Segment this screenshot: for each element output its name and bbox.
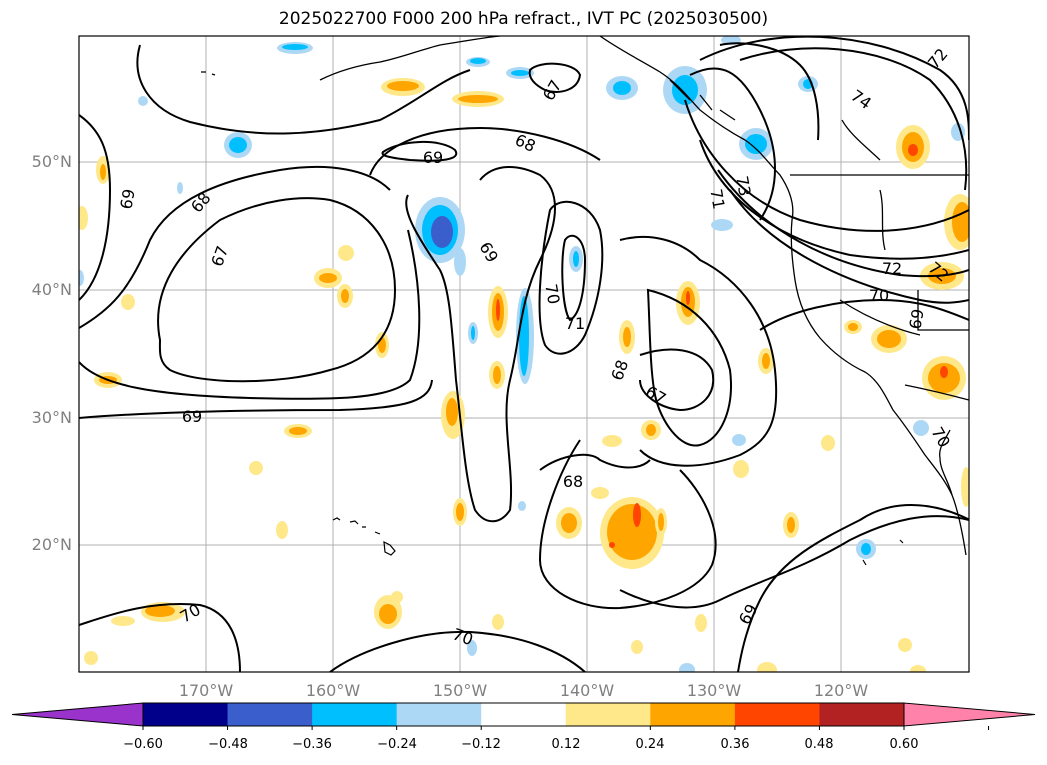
colorbar xyxy=(11,702,1036,730)
colorbar-tick-label: −0.24 xyxy=(377,737,417,752)
map-frame xyxy=(78,35,970,673)
lat-label-50n: 50°N xyxy=(31,152,72,171)
colorbar-extend-high xyxy=(903,702,1036,727)
contour-label: 70 xyxy=(541,282,563,305)
colorbar-tick-label: 0.36 xyxy=(720,737,750,752)
lon-label-140w: 140°W xyxy=(559,681,615,700)
colorbar-frame xyxy=(142,702,905,727)
map-title: 2025022700 F000 200 hPa refract., IVT PC… xyxy=(278,9,769,29)
colorbar-tick-label: −0.36 xyxy=(292,737,332,752)
colorbar-segment xyxy=(481,703,567,726)
contour-label: 71 xyxy=(706,187,728,210)
colorbar-segment xyxy=(565,703,651,726)
lon-label-160w: 160°W xyxy=(305,681,361,700)
colorbar-tick-label: 0.24 xyxy=(635,737,665,752)
lat-label-40n: 40°N xyxy=(31,280,72,299)
refractivity-contours xyxy=(79,36,969,672)
contour-label: 73 xyxy=(732,174,754,197)
colorbar-segment xyxy=(227,703,313,726)
colorbar-tick-label: 0.12 xyxy=(551,737,581,752)
lon-label-130w: 130°W xyxy=(686,681,742,700)
contour-label: 69 xyxy=(423,148,443,167)
colorbar-tick-label: 0.60 xyxy=(889,737,919,752)
colorbar-segment xyxy=(312,703,398,726)
colorbar-tick-label: 0.48 xyxy=(804,737,834,752)
ivt-positive-shading xyxy=(79,78,969,672)
lon-label-170w: 170°W xyxy=(178,681,234,700)
colorbar-tick-label: −0.48 xyxy=(208,737,248,752)
colorbar-segment xyxy=(650,703,736,726)
lon-label-150w: 150°W xyxy=(432,681,488,700)
ivt-negative-shading xyxy=(79,36,965,672)
colorbar-tick-label: −0.60 xyxy=(123,737,163,752)
gridlines xyxy=(79,36,969,672)
contour-label: 69 xyxy=(116,187,138,210)
contour-label: 68 xyxy=(563,472,583,491)
colorbar-segment xyxy=(396,703,482,726)
islands xyxy=(201,71,904,566)
colorbar-extend-low xyxy=(11,702,144,727)
colorbar-tick-label: −0.12 xyxy=(461,737,501,752)
lat-label-20n: 20°N xyxy=(31,535,72,554)
contour-label: 71 xyxy=(565,314,585,333)
colorbar-segment xyxy=(143,703,229,726)
contour-label: 69 xyxy=(905,307,927,330)
lat-label-30n: 30°N xyxy=(31,408,72,427)
lon-label-120w: 120°W xyxy=(813,681,869,700)
contour-label: 69 xyxy=(182,407,202,426)
contour-label: 70 xyxy=(869,286,889,305)
colorbar-segment xyxy=(819,703,905,726)
colorbar-segment xyxy=(734,703,820,726)
contour-label: 72 xyxy=(882,259,902,278)
coastlines xyxy=(319,36,969,556)
